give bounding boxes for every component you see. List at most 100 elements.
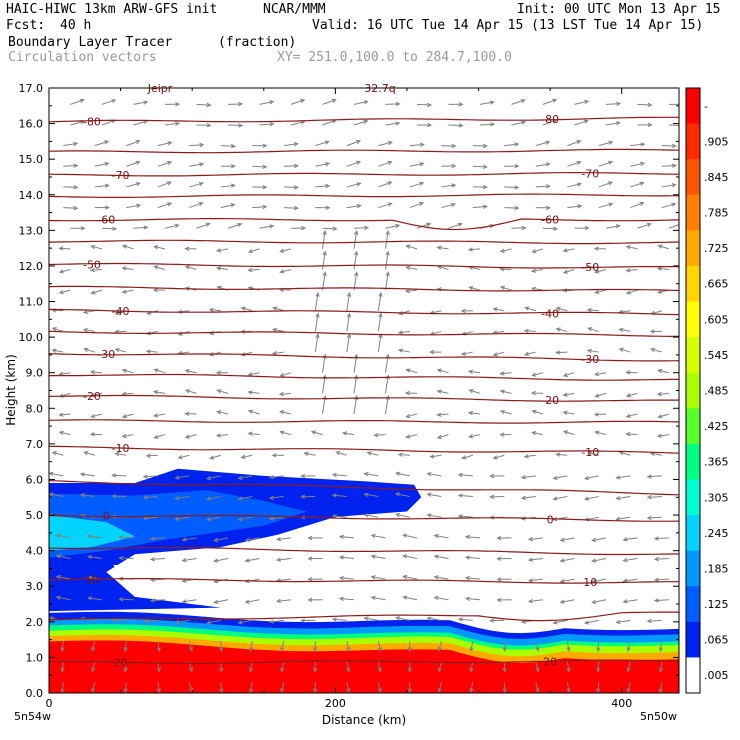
circulation-vector — [353, 229, 359, 249]
circulation-vector — [91, 661, 96, 673]
circulation-vector — [552, 496, 568, 501]
circulation-vector — [489, 473, 505, 479]
circulation-vector — [394, 616, 410, 621]
circulation-vector — [404, 288, 418, 294]
contour-label: -20 — [541, 394, 559, 407]
circulation-vector — [91, 682, 96, 693]
circulation-vector — [90, 244, 103, 250]
circulation-vector — [562, 392, 575, 397]
circulation-vector — [220, 183, 236, 188]
circulation-vector — [562, 372, 575, 378]
circulation-vector — [184, 265, 197, 270]
circulation-vector — [457, 514, 473, 519]
circulation-vector — [646, 515, 662, 520]
contour-label: -10 — [581, 446, 599, 459]
circulation-vector — [559, 599, 575, 604]
circulation-vector — [496, 535, 512, 541]
temperature-contour — [49, 419, 679, 424]
circulation-vector — [164, 102, 181, 107]
xy-range: XY= 251.0,100.0 to 284.7,100.0 — [277, 50, 512, 65]
circulation-vector — [240, 454, 253, 459]
circulation-vector — [247, 390, 260, 395]
circulation-vector — [378, 160, 393, 167]
circulation-vector — [407, 661, 412, 673]
circulation-vector — [60, 640, 65, 653]
contour-label: -20 — [83, 390, 101, 403]
circulation-vector — [346, 160, 362, 167]
circulation-vector — [181, 599, 197, 604]
circulation-vector — [252, 143, 268, 148]
circulation-vector — [409, 142, 425, 147]
upper-tracer-peak — [49, 515, 135, 551]
circulation-vector — [60, 661, 65, 673]
circulation-vector — [524, 306, 536, 312]
circulation-vector — [587, 327, 599, 332]
colorbar-label: .605 — [704, 313, 729, 326]
circulation-vector — [153, 265, 166, 270]
circulation-vector — [615, 475, 631, 480]
colorbar-swatch — [686, 621, 700, 658]
circulation-vector — [593, 246, 606, 251]
circulation-vector — [457, 617, 473, 622]
circulation-vector — [268, 495, 284, 500]
colorbar-label: .785 — [704, 207, 729, 220]
circulation-vector — [70, 98, 85, 105]
circulation-vector — [405, 434, 418, 439]
circulation-vector — [625, 413, 638, 418]
y-tick-label: 7.0 — [26, 438, 44, 451]
circulation-vector — [511, 120, 527, 126]
circulation-vector — [591, 537, 607, 543]
circulation-vector — [511, 98, 526, 105]
circulation-vector — [101, 226, 118, 231]
circulation-vector — [605, 224, 621, 229]
circulation-vector — [121, 266, 134, 271]
circulation-vector — [315, 140, 330, 147]
circulation-vector — [574, 119, 589, 126]
circulation-vector — [86, 554, 103, 560]
circulation-vector — [496, 597, 512, 603]
colorbar-swatch — [686, 586, 700, 623]
circulation-vector — [574, 99, 590, 105]
circulation-vector — [174, 516, 190, 521]
circulation-vector — [247, 267, 260, 273]
circulation-vector — [615, 619, 631, 625]
circulation-vector — [542, 98, 558, 105]
circulation-vector — [259, 100, 275, 105]
contour-label: -40 — [541, 307, 559, 320]
circulation-vector — [216, 410, 229, 415]
circulation-vector — [346, 312, 352, 332]
circulation-vector — [409, 181, 425, 188]
circulation-vector — [189, 162, 205, 167]
circulation-vector — [237, 496, 253, 501]
colorbar-label: .185 — [704, 562, 729, 575]
circulation-vector — [436, 245, 449, 251]
circulation-vector — [237, 475, 253, 481]
circulation-vector — [268, 474, 284, 480]
circulation-vector — [591, 557, 607, 563]
colorbar-swatch — [686, 159, 700, 196]
top-edge-label: Jeipr — [147, 82, 173, 95]
temperature-contour — [49, 116, 679, 123]
circulation-vector — [89, 267, 103, 273]
circulation-vector — [248, 640, 254, 653]
circulation-vector — [384, 229, 390, 249]
circulation-vector — [247, 409, 260, 415]
circulation-vector — [661, 183, 677, 188]
temperature-contour — [49, 172, 679, 177]
tracer-fill-red — [49, 640, 679, 693]
circulation-vector — [60, 682, 65, 693]
circulation-vector — [586, 307, 599, 313]
circulation-vector — [426, 492, 442, 498]
circulation-vector — [314, 333, 320, 353]
circulation-vector — [70, 226, 86, 231]
circulation-vector — [123, 640, 128, 653]
circulation-vector — [583, 475, 599, 481]
circulation-vector — [321, 250, 327, 270]
circulation-vector — [145, 349, 158, 354]
temperature-contour — [49, 373, 679, 381]
circulation-vector — [157, 181, 173, 188]
circulation-vector — [142, 474, 158, 479]
circulation-vector — [164, 223, 180, 229]
circulation-vector — [594, 430, 607, 436]
circulation-vector — [363, 471, 379, 477]
